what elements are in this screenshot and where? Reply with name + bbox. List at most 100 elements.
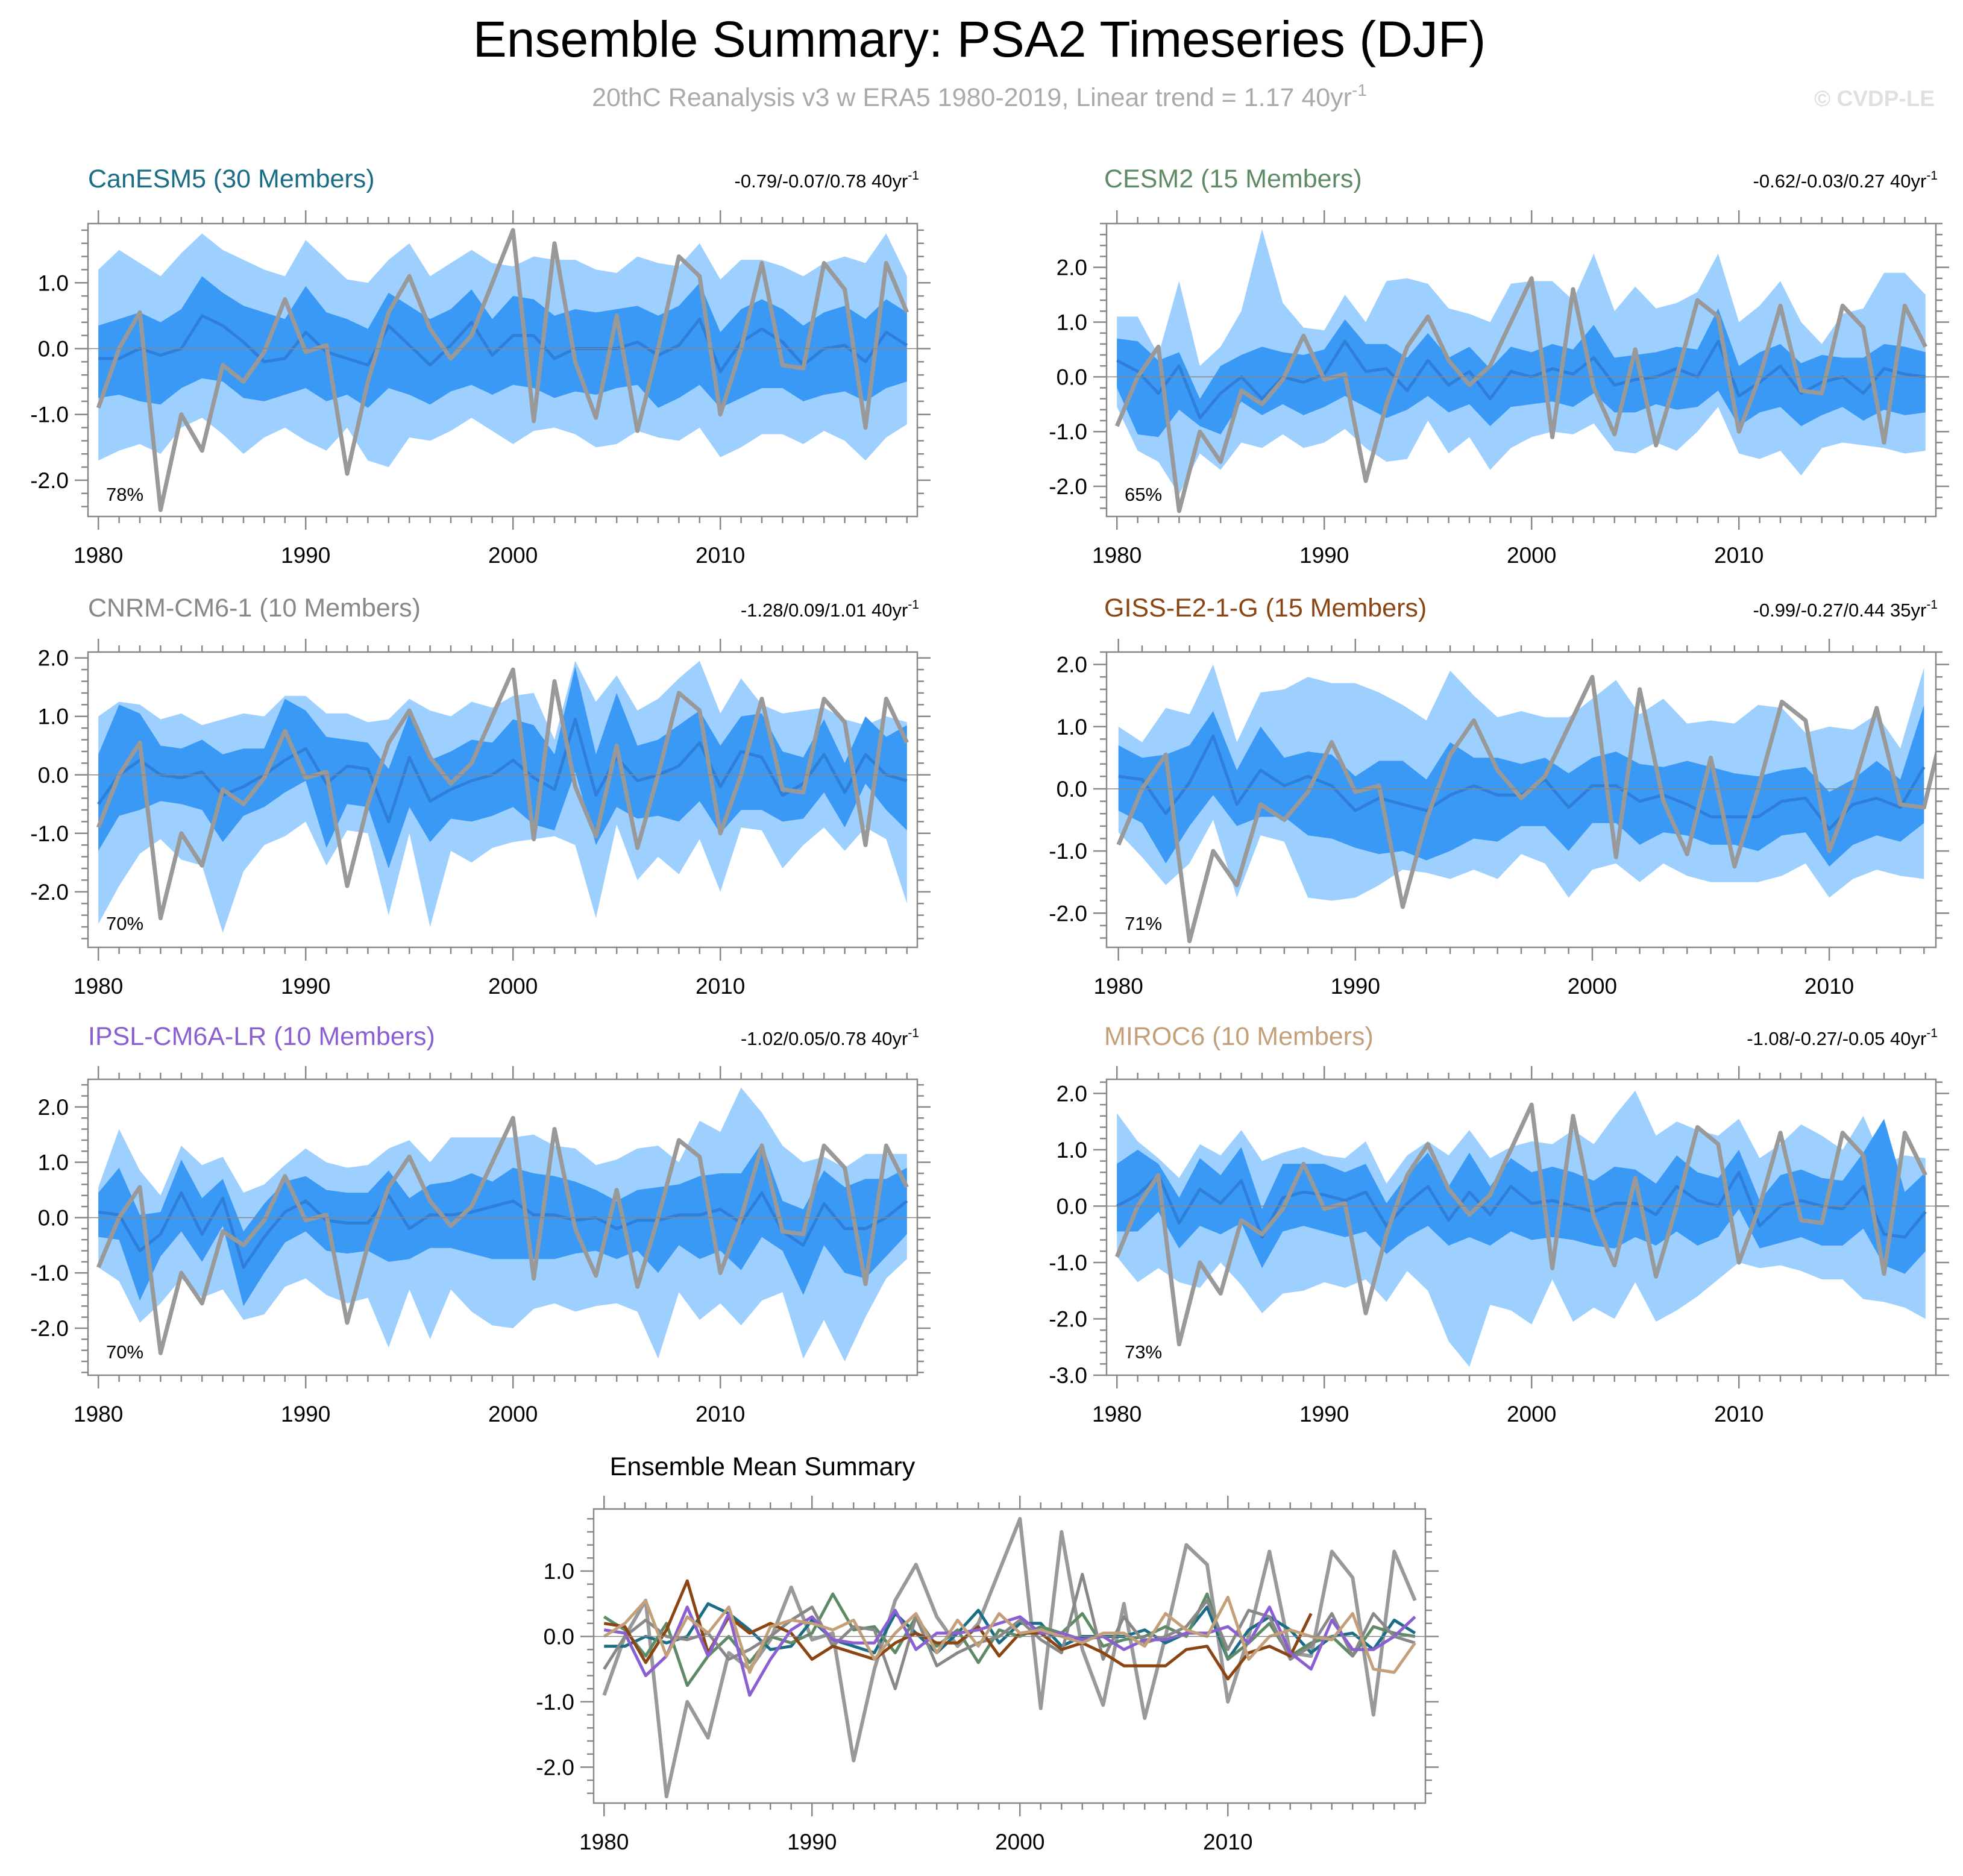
panel-cesm2-ytick-label: -2.0	[1049, 474, 1087, 499]
panel-ipsl-trend-sup: -1	[908, 1026, 919, 1040]
panel-miroc6-ytick-label: 0.0	[1057, 1194, 1087, 1219]
summary-ytick-label: 1.0	[544, 1559, 574, 1584]
panel-cesm2-ytick-label: -1.0	[1049, 419, 1087, 444]
panel-ipsl-percent-label: 70%	[106, 1341, 143, 1363]
panel-giss-title: GISS-E2-1-G (15 Members)	[1104, 594, 1427, 623]
panel-canesm5-observed-line	[96, 228, 909, 512]
panel-cnrm-trend-label: -1.28/0.09/1.01 40yr-1	[741, 598, 919, 621]
panel-cnrm-plot-frame	[87, 651, 919, 949]
panel-canesm5-percent-label: 78%	[106, 484, 143, 505]
panel-ipsl-xtick-label: 2010	[696, 1402, 745, 1426]
panel-giss-plot-frame	[1105, 651, 1937, 949]
summary-plot-frame	[592, 1508, 1427, 1804]
panel-cesm2-trend-sup: -1	[1926, 169, 1938, 183]
panel-giss-ytick-label: 0.0	[1057, 777, 1087, 802]
figure-title: Ensemble Summary: PSA2 Timeseries (DJF)	[473, 11, 1486, 67]
summary-plot-area	[602, 1517, 1417, 1799]
panel-ipsl-ytick-label: 0.0	[38, 1205, 69, 1230]
panel-cesm2-trend-value: -0.62/-0.03/0.27 40yr	[1753, 171, 1927, 192]
panel-miroc6-ytick-label: 1.0	[1057, 1138, 1087, 1162]
panel-giss-ytick-label: 1.0	[1057, 715, 1087, 739]
panel-cnrm-xtick-label: 1980	[74, 974, 123, 999]
summary-ytick-label: -1.0	[536, 1690, 574, 1714]
panel-giss-xtick-label: 2000	[1568, 974, 1617, 999]
summary-ytick-label: -2.0	[536, 1755, 574, 1780]
panel-miroc6-xtick-label: 1990	[1299, 1402, 1349, 1426]
panel-cnrm-ytick-label: 2.0	[38, 646, 69, 671]
panel-cesm2-ensemble-mean-line	[1116, 339, 1926, 419]
panel-giss-ytick-label: -1.0	[1049, 839, 1087, 864]
panel-canesm5-ytick-label: -2.0	[30, 468, 69, 493]
panel-cesm2-xtick-label: 2010	[1714, 543, 1764, 568]
figure-subtitle: 20thC Reanalysis v3 w ERA5 1980-2019, Li…	[592, 81, 1367, 112]
panel-canesm5-xtick-label: 1990	[281, 543, 330, 568]
panel-cesm2: 2.0 1.0 0.0 -1.0 -2.0 1980 1990 2000 2010 CESM2 (…	[1049, 165, 1949, 568]
panel-ipsl-title: IPSL-CM6A-LR (10 Members)	[88, 1022, 435, 1051]
watermark: © CVDP-LE	[1814, 86, 1935, 111]
panel-cesm2-title: CESM2 (15 Members)	[1104, 165, 1362, 193]
panel-ipsl-ytick-label: 1.0	[38, 1150, 69, 1175]
panel-canesm5-ytick-label: 1.0	[38, 271, 69, 295]
panel-miroc6-trend-value: -1.08/-0.27/-0.05 40yr	[1747, 1028, 1926, 1049]
panel-ipsl-trend-value: -1.02/0.05/0.78 40yr	[741, 1028, 908, 1049]
panel-canesm5-title: CanESM5 (30 Members)	[88, 165, 375, 193]
panel-cnrm-trend-sup: -1	[908, 598, 919, 612]
panel-ipsl-plot-area	[96, 1087, 909, 1362]
panel-ipsl-xtick-label: 1980	[74, 1402, 123, 1426]
panel-canesm5: 1.0 0.0 -1.0 -2.0 1980 1990 2000 2010 CanESM5 (3…	[30, 165, 931, 568]
panel-miroc6-percent-label: 73%	[1125, 1341, 1162, 1363]
panel-miroc6-trend-sup: -1	[1926, 1026, 1938, 1040]
panel-cesm2-xtick-label: 2000	[1507, 543, 1556, 568]
panel-miroc6-plot-frame	[1105, 1078, 1937, 1376]
panel-canesm5-trend-value: -0.79/-0.07/0.78 40yr	[735, 171, 908, 192]
panel-canesm5-ytick-label: 0.0	[38, 337, 69, 362]
panel-ipsl-ytick-label: 2.0	[38, 1095, 69, 1120]
panel-giss-ytick-label: 2.0	[1057, 653, 1087, 677]
panel-miroc6-plot-area	[1114, 1090, 1927, 1367]
panel-cnrm-percent-label: 70%	[106, 913, 143, 934]
panel-cesm2-percent-label: 65%	[1125, 484, 1162, 505]
panel-miroc6-trend-label: -1.08/-0.27/-0.05 40yr-1	[1747, 1026, 1938, 1049]
panel-miroc6-observed-line	[1114, 1102, 1927, 1347]
panel-miroc6-ensemble-mean-line	[1116, 1170, 1927, 1239]
panel-cesm2-xtick-label: 1990	[1299, 543, 1349, 568]
summary-layer: 1.0 0.0 -1.0 -2.0 1980 1990 2000 2010	[536, 1496, 1439, 1854]
panel-ipsl-ytick-label: -2.0	[30, 1316, 69, 1341]
panel-cnrm-trend-value: -1.28/0.09/1.01 40yr	[741, 600, 908, 621]
panel-canesm5-trend-sup: -1	[908, 169, 919, 183]
panel-cnrm-xtick-label: 2000	[488, 974, 538, 999]
panel-ipsl-xtick-label: 2000	[488, 1402, 538, 1426]
summary-xtick-label: 1990	[787, 1830, 837, 1854]
panel-giss-trend-value: -0.99/-0.27/0.44 35yr	[1753, 600, 1927, 621]
panel-cnrm-ytick-label: -1.0	[30, 821, 69, 846]
panel-canesm5-plot-area	[96, 228, 909, 512]
panel-giss: 2.0 1.0 0.0 -1.0 -2.0 1980 1990 2000 2010 GISS-E2…	[1049, 594, 1949, 999]
panel-cnrm-xtick-label: 2010	[696, 974, 745, 999]
panel-ipsl-plot-frame	[87, 1078, 919, 1376]
panel-cesm2-ytick-label: 1.0	[1057, 310, 1087, 335]
panel-canesm5-plot-frame	[87, 222, 919, 518]
panel-giss-xtick-label: 2010	[1804, 974, 1854, 999]
panel-giss-xtick-label: 1980	[1094, 974, 1143, 999]
panel-giss-inner-range-band	[1118, 704, 1924, 867]
panel-miroc6-xtick-label: 2010	[1714, 1402, 1764, 1426]
panel-ipsl-ensemble-mean-line	[98, 1191, 908, 1269]
panel-canesm5-ensemble-mean-line	[98, 314, 908, 374]
panel-giss-observed-line	[1116, 674, 1936, 944]
summary-mean-line-ipsl	[603, 1605, 1416, 1697]
summary-ytick-label: 0.0	[544, 1624, 574, 1649]
panel-ipsl: 2.0 1.0 0.0 -1.0 -2.0 1980 1990 2000 2010 IPSL-CM…	[30, 1022, 931, 1426]
panel-miroc6-xtick-label: 2000	[1507, 1402, 1556, 1426]
panel-cesm2-trend-label: -0.62/-0.03/0.27 40yr-1	[1753, 169, 1938, 192]
panel-cesm2-ytick-label: 2.0	[1057, 256, 1087, 280]
panel-cesm2-plot-frame	[1105, 222, 1937, 518]
panel-giss-plot-area	[1116, 664, 1936, 944]
figure-subtitle-sup: -1	[1352, 81, 1367, 99]
panel-ipsl-trend-label: -1.02/0.05/0.78 40yr-1	[741, 1026, 919, 1049]
panel-miroc6-xtick-label: 1980	[1092, 1402, 1142, 1426]
figure-subtitle-text: 20thC Reanalysis v3 w ERA5 1980-2019, Li…	[592, 83, 1352, 112]
panel-cnrm-xtick-label: 1990	[281, 974, 330, 999]
panel-cesm2-plot-area	[1114, 229, 1927, 513]
panel-giss-trend-sup: -1	[1926, 598, 1938, 612]
panel-canesm5-trend-label: -0.79/-0.07/0.78 40yr-1	[735, 169, 919, 192]
